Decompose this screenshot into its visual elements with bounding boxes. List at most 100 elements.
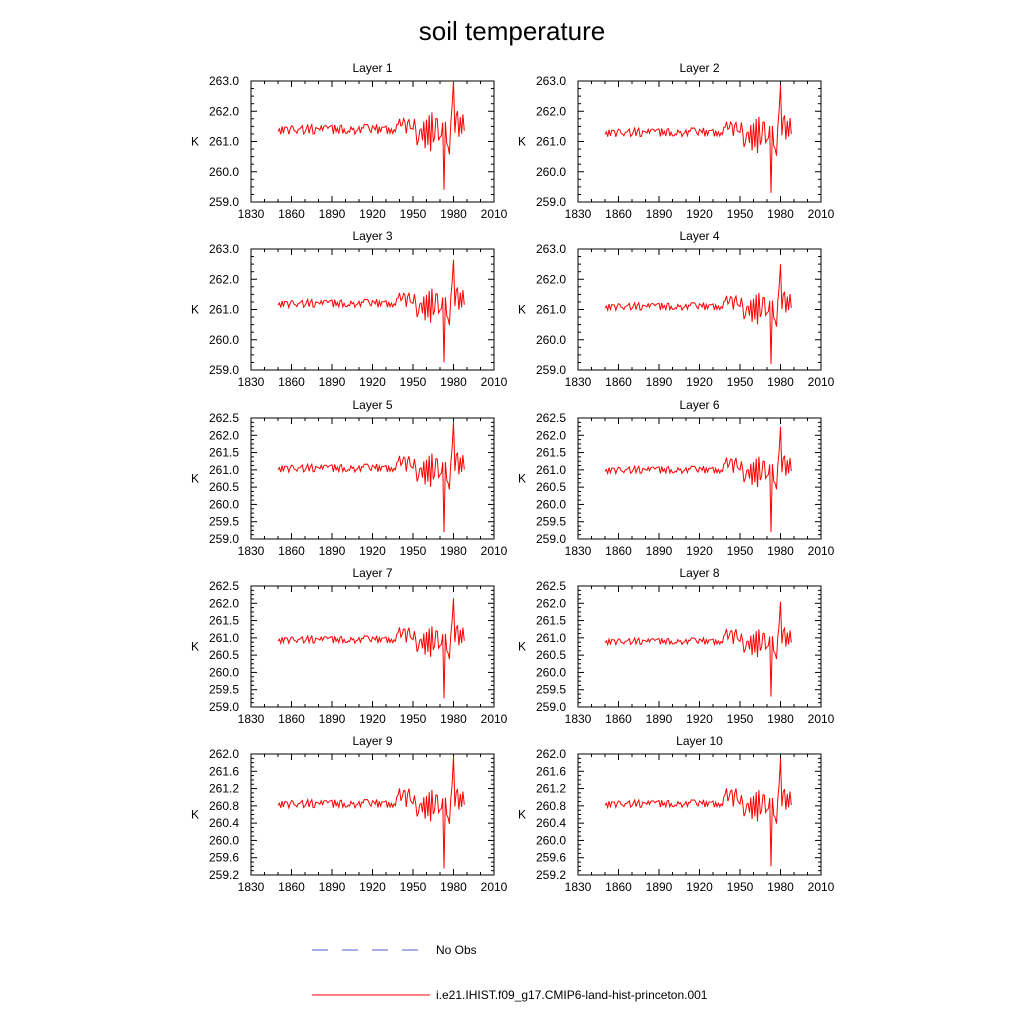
y-tick-label: 261.5 bbox=[536, 446, 566, 460]
panel-title: Layer 5 bbox=[352, 398, 392, 412]
x-tick-label: 1830 bbox=[565, 712, 592, 726]
x-tick-label: 1890 bbox=[646, 375, 673, 389]
y-tick-label: 260.0 bbox=[536, 497, 566, 511]
plot-frame bbox=[250, 417, 495, 540]
y-tick-label: 260.5 bbox=[209, 480, 239, 494]
x-tick-label: 2010 bbox=[808, 544, 835, 558]
x-tick-label: 1830 bbox=[238, 880, 265, 894]
y-tick-label: 263.0 bbox=[536, 74, 566, 88]
x-tick-label: 2010 bbox=[481, 880, 508, 894]
series-line bbox=[604, 601, 792, 697]
x-tick-label: 1830 bbox=[238, 207, 265, 221]
x-tick-label: 1980 bbox=[440, 207, 467, 221]
panel-2: Layer 2 K 1830 1860 1890 1920 1950 1980 2010 259.… bbox=[518, 61, 835, 221]
y-tick-label: 260.0 bbox=[536, 833, 566, 847]
y-tick-label: 262.0 bbox=[536, 428, 566, 442]
panel-title: Layer 10 bbox=[676, 734, 723, 748]
y-tick-label: 260.0 bbox=[209, 333, 239, 347]
plot-frame bbox=[250, 248, 495, 371]
x-tick-label: 1920 bbox=[359, 880, 386, 894]
x-tick-label: 1890 bbox=[646, 544, 673, 558]
series-line bbox=[604, 264, 792, 365]
series-line bbox=[277, 259, 465, 363]
y-tick-label: 263.0 bbox=[536, 242, 566, 256]
y-tick-label: 261.2 bbox=[209, 782, 239, 796]
y-tick-label: 259.2 bbox=[536, 868, 566, 882]
x-tick-label: 2010 bbox=[481, 712, 508, 726]
plot-frame bbox=[250, 585, 495, 708]
y-tick-label: 261.0 bbox=[536, 135, 566, 149]
y-axis-label: K bbox=[191, 808, 199, 822]
panel-1: Layer 1 K 1830 1860 1890 1920 1950 1980 2010 259.… bbox=[191, 61, 508, 221]
x-tick-label: 1980 bbox=[440, 375, 467, 389]
x-tick-label: 1890 bbox=[319, 207, 346, 221]
x-tick-label: 1950 bbox=[400, 712, 427, 726]
plot-frame bbox=[250, 80, 495, 203]
x-tick-label: 1860 bbox=[278, 880, 305, 894]
x-tick-label: 1950 bbox=[400, 375, 427, 389]
y-tick-label: 263.0 bbox=[209, 74, 239, 88]
x-tick-label: 1920 bbox=[686, 544, 713, 558]
x-tick-label: 1950 bbox=[400, 207, 427, 221]
series-line bbox=[604, 426, 792, 533]
panel-3: Layer 3 K 1830 1860 1890 1920 1950 1980 2010 259.… bbox=[191, 229, 508, 389]
y-tick-label: 259.5 bbox=[536, 515, 566, 529]
x-tick-label: 1950 bbox=[400, 880, 427, 894]
y-tick-label: 262.0 bbox=[536, 272, 566, 286]
panel-title: Layer 6 bbox=[679, 398, 719, 412]
y-axis-label: K bbox=[191, 640, 199, 654]
y-axis-label: K bbox=[518, 808, 526, 822]
plot-frame bbox=[577, 753, 822, 876]
y-axis-label: K bbox=[518, 135, 526, 149]
y-tick-label: 262.0 bbox=[209, 596, 239, 610]
panel-title: Layer 2 bbox=[679, 61, 719, 75]
series-line bbox=[604, 758, 792, 867]
y-tick-label: 259.0 bbox=[536, 195, 566, 209]
x-tick-label: 1830 bbox=[565, 880, 592, 894]
y-tick-label: 262.5 bbox=[536, 579, 566, 593]
y-tick-label: 259.0 bbox=[536, 363, 566, 377]
series-line bbox=[277, 80, 465, 190]
plot-frame bbox=[577, 80, 822, 203]
y-tick-label: 260.0 bbox=[536, 665, 566, 679]
x-tick-label: 1860 bbox=[605, 375, 632, 389]
x-tick-label: 1920 bbox=[359, 712, 386, 726]
y-tick-label: 259.5 bbox=[209, 515, 239, 529]
y-tick-label: 261.5 bbox=[209, 614, 239, 628]
x-tick-label: 1980 bbox=[767, 544, 794, 558]
panel-9: Layer 9 K 1830 1860 1890 1920 1950 1980 2010 259.… bbox=[191, 734, 508, 894]
panel-title: Layer 4 bbox=[679, 229, 719, 243]
y-axis-label: K bbox=[518, 472, 526, 486]
y-tick-label: 262.5 bbox=[536, 411, 566, 425]
y-tick-label: 261.0 bbox=[536, 631, 566, 645]
legend-label-no-obs: No Obs bbox=[436, 943, 477, 957]
y-tick-label: 259.6 bbox=[536, 851, 566, 865]
series-line bbox=[604, 85, 792, 193]
x-tick-label: 1860 bbox=[278, 544, 305, 558]
x-tick-label: 1860 bbox=[605, 880, 632, 894]
y-tick-label: 260.0 bbox=[536, 333, 566, 347]
panel-5: Layer 5 K 1830 1860 1890 1920 1950 1980 2010 259.… bbox=[191, 398, 508, 558]
x-tick-label: 1830 bbox=[238, 544, 265, 558]
x-tick-label: 1920 bbox=[686, 880, 713, 894]
y-tick-label: 260.5 bbox=[536, 648, 566, 662]
y-tick-label: 262.5 bbox=[209, 579, 239, 593]
y-tick-label: 260.0 bbox=[536, 165, 566, 179]
x-tick-label: 1980 bbox=[440, 880, 467, 894]
x-tick-label: 1890 bbox=[319, 375, 346, 389]
x-tick-label: 1920 bbox=[686, 207, 713, 221]
y-tick-label: 261.0 bbox=[209, 463, 239, 477]
x-tick-label: 1920 bbox=[359, 207, 386, 221]
x-tick-label: 1830 bbox=[238, 375, 265, 389]
plot-frame bbox=[250, 753, 495, 876]
legend-label-model: i.e21.IHIST.f09_g17.CMIP6-land-hist-prin… bbox=[436, 988, 708, 1002]
x-tick-label: 2010 bbox=[481, 544, 508, 558]
y-tick-label: 260.4 bbox=[536, 816, 566, 830]
x-tick-label: 2010 bbox=[808, 712, 835, 726]
y-tick-label: 261.0 bbox=[209, 135, 239, 149]
plot-frame bbox=[577, 585, 822, 708]
panel-10: Layer 10 K 1830 1860 1890 1920 1950 1980 2010 259… bbox=[518, 734, 835, 894]
x-tick-label: 1980 bbox=[767, 207, 794, 221]
y-tick-label: 261.6 bbox=[209, 764, 239, 778]
